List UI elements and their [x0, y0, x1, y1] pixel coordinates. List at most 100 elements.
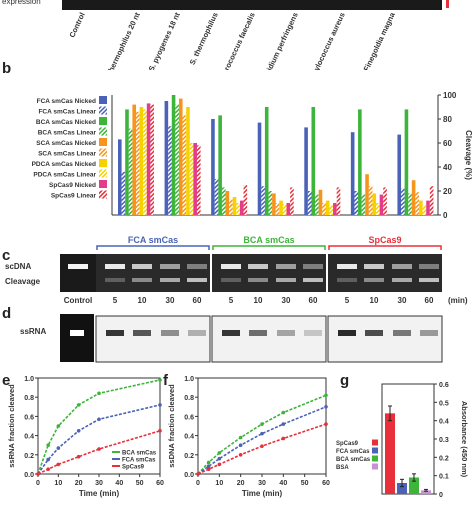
data-point [281, 410, 286, 415]
series-line [197, 406, 327, 475]
c-lane-label: 60 [193, 296, 202, 305]
data-point [281, 436, 286, 441]
y-tick-label: 0.8 [24, 395, 34, 402]
y-tick-label: 0.0 [24, 472, 34, 479]
c-group-label: SpCas9 [368, 236, 401, 245]
c-group-bracket [212, 245, 326, 250]
top-lane-label: Finegoldia magna [362, 10, 397, 70]
c-gel-box [212, 254, 326, 292]
b-bar [118, 139, 122, 215]
c-lane-label: Control [64, 296, 92, 305]
b-legend-label: BCA smCas Nicked [36, 119, 96, 126]
d-control-band [70, 330, 84, 336]
top-lane-label: Enterococcus faecalis [215, 11, 257, 70]
c-lane-label: 10 [138, 296, 147, 305]
c-cleavage-band [187, 278, 207, 282]
d-band [420, 330, 438, 336]
b-bar [125, 109, 129, 215]
c-lane-label: 30 [166, 296, 175, 305]
x-tick-label: 20 [237, 480, 245, 487]
b-bar [182, 115, 187, 215]
data-point [158, 378, 162, 382]
b-bar [261, 186, 265, 215]
b-bar [139, 107, 144, 215]
g-legend-label: BSA [336, 465, 349, 471]
d-band-label: ssRNA [20, 327, 46, 336]
b-bar [272, 193, 276, 215]
panel-label-d: d [2, 305, 12, 322]
x-tick-label: 60 [156, 480, 164, 487]
d-gel-box [95, 315, 211, 363]
b-bar [221, 187, 226, 215]
g-legend-swatch [372, 447, 378, 454]
b-y-axis-title: Cleavage (%) [464, 130, 473, 180]
g-y-tick-label: 0.2 [439, 455, 449, 462]
b-bar [361, 194, 366, 215]
data-point [158, 429, 162, 433]
data-point [46, 443, 50, 447]
c-lane-label: 60 [309, 296, 318, 305]
b-legend-label: PDCA smCas Nicked [32, 161, 96, 168]
panel-label-c: c [2, 247, 11, 264]
b-bar [286, 203, 291, 215]
g-y-tick-label: 0 [439, 492, 443, 499]
b-bar [429, 186, 434, 215]
g-legend-swatch [372, 455, 378, 462]
b-legend-swatch [99, 138, 107, 146]
top-lane-labels: Control S. thermophilus 20 nt S. pyogenes … [67, 10, 397, 70]
d-band [188, 330, 206, 336]
g-y-tick-label: 0.4 [439, 419, 449, 426]
data-point [46, 467, 50, 471]
c-sc-band [392, 264, 412, 269]
b-bar [350, 132, 355, 215]
data-point [238, 443, 243, 447]
b-bar [358, 109, 362, 215]
data-point [206, 467, 211, 471]
d-gel-box [327, 315, 443, 363]
b-bar [218, 115, 222, 215]
y-tick-label: 0.0 [184, 472, 194, 479]
b-bar [411, 180, 416, 215]
panel-f-line-chart: 0 10 20 30 40 50 60 0.0 0.2 0.4 0.6 0.8 1.0 Time (min… [167, 376, 330, 498]
c-cleavage-band [419, 278, 439, 282]
b-bar [171, 95, 176, 215]
e-legend-label: BCA smCas [122, 451, 157, 457]
b-bar [318, 189, 323, 215]
c-sc-band [187, 264, 207, 269]
top-lane-label: S. pyogenes 18 nt [147, 11, 182, 70]
b-bar [229, 199, 233, 215]
g-bar [409, 477, 419, 494]
x-tick-label: 30 [258, 480, 266, 487]
b-y-tick-label: 60 [443, 139, 452, 148]
c-lane-label: 5 [345, 296, 350, 305]
b-bar [329, 205, 334, 215]
top-lane-label: Clostridium perfringens [256, 11, 300, 70]
b-legend-label: PDCA smCas Linear [33, 172, 96, 179]
c-sc-band [276, 264, 296, 269]
top-strip-label: expression [2, 0, 41, 6]
c-gel-box [96, 254, 210, 292]
c-sc-band [248, 264, 268, 269]
top-lane-label: Control [67, 11, 86, 39]
b-legend-label: SCA smCas Linear [38, 151, 96, 158]
g-y-tick-label: 0.1 [439, 474, 449, 481]
x-tick-label: 40 [279, 480, 287, 487]
b-bar [279, 200, 283, 215]
b-bar [365, 174, 369, 215]
c-band-label: scDNA [5, 262, 31, 271]
b-bar [168, 126, 172, 215]
d-band [133, 330, 151, 336]
b-legend-label: BCA smCas Linear [38, 130, 97, 137]
b-legend-label: SpCas9 Linear [51, 193, 97, 200]
y-tick-label: 0.4 [24, 434, 34, 441]
b-bar [311, 107, 316, 215]
b-bar [325, 200, 330, 215]
c-sc-band [105, 264, 125, 269]
c-cleavage-band [392, 278, 412, 282]
b-bar [404, 109, 409, 215]
data-point [36, 472, 40, 476]
b-bar [193, 143, 197, 215]
y-tick-label: 0.4 [184, 434, 194, 441]
data-point [46, 457, 50, 462]
b-bar [211, 119, 215, 215]
